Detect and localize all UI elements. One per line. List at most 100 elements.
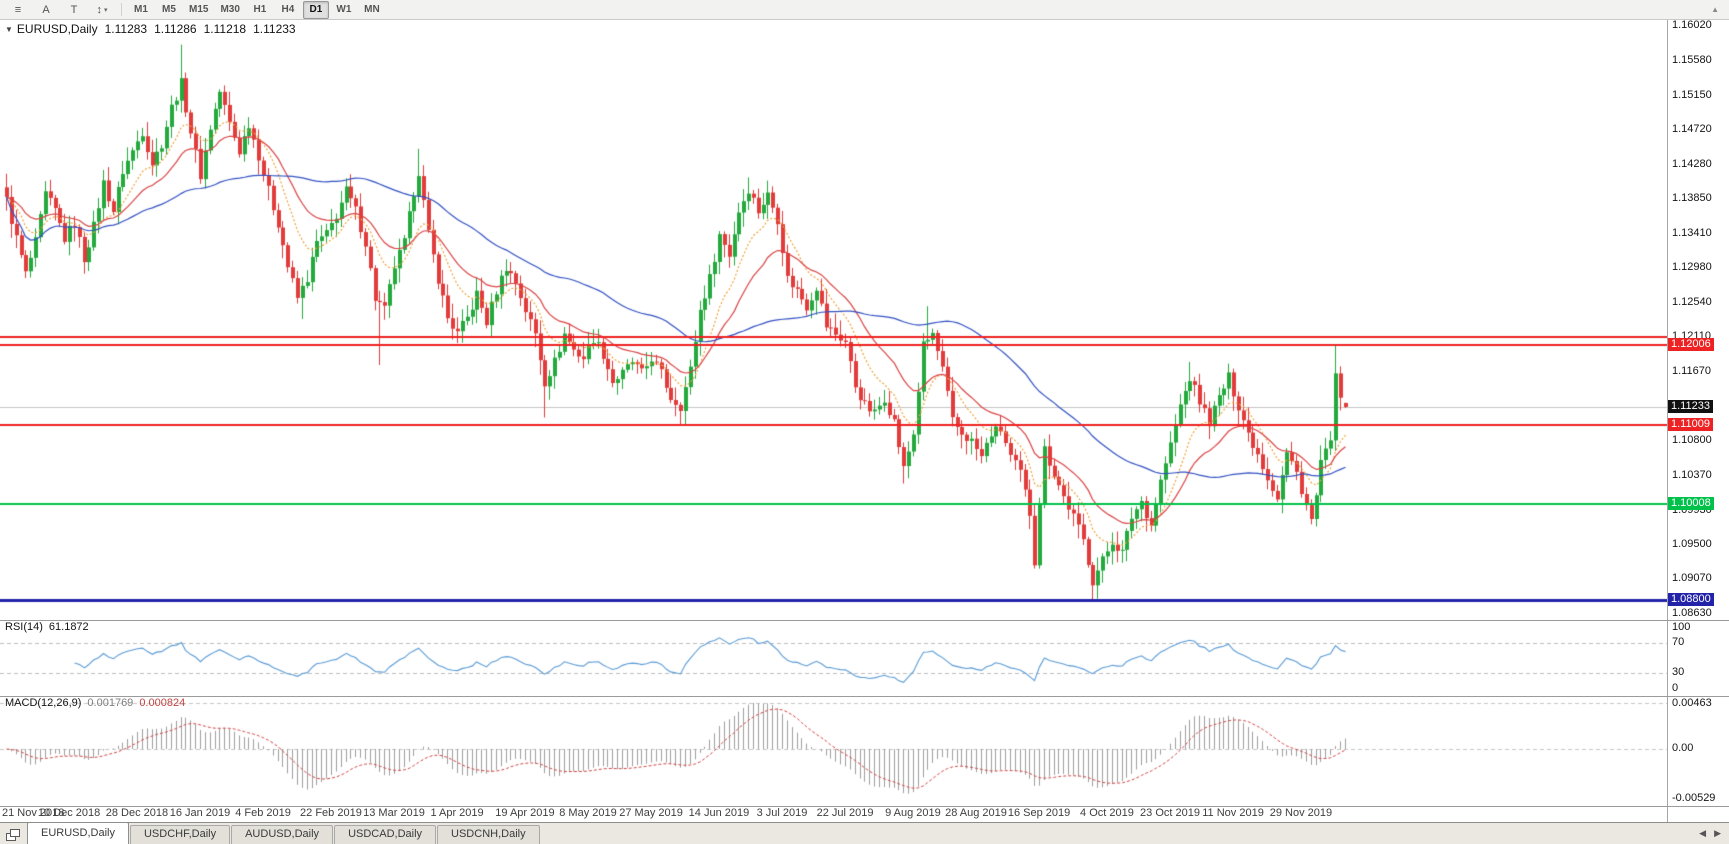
main-pane: ▼ EURUSD,Daily 1.11283 1.11286 1.11218 1.1123… xyxy=(0,20,1729,620)
level-price-label: 1.08800 xyxy=(1668,593,1714,606)
rsi-scale-label: 0 xyxy=(1672,682,1679,694)
tabs-scroll-right-icon[interactable]: ▶ xyxy=(1714,828,1721,838)
window-list-icon[interactable] xyxy=(6,829,22,841)
scroll-up-icon[interactable]: ▲ xyxy=(1711,5,1719,14)
date-label: 14 Jun 2019 xyxy=(688,807,750,819)
price-tick: 1.13850 xyxy=(1672,192,1712,204)
price-tick: 1.16020 xyxy=(1672,20,1712,31)
timeframe-d1-button[interactable]: D1 xyxy=(302,0,329,19)
macd-pane: MACD(12,26,9) 0.001769 0.000824 0.00463 0.0… xyxy=(0,696,1729,806)
rsi-canvas[interactable] xyxy=(0,620,1667,696)
macd-name: MACD(12,26,9) xyxy=(5,697,82,709)
rsi-value: 61.1872 xyxy=(48,621,89,633)
rsi-scale-label: 30 xyxy=(1672,666,1685,678)
timeframe-m30-button[interactable]: M30 xyxy=(220,4,240,15)
macd-value-main: 0.001769 xyxy=(87,697,134,709)
chart-tab-usdcnh[interactable]: USDCNH,Daily xyxy=(437,825,540,844)
timeframe-w1-button[interactable]: W1 xyxy=(336,4,352,15)
rsi-name: RSI(14) xyxy=(5,621,43,633)
date-label: 1 Apr 2019 xyxy=(430,807,484,819)
price-tick: 1.13410 xyxy=(1672,227,1712,239)
date-label: 11 Nov 2019 xyxy=(1202,807,1264,819)
macd-scale-label: -0.00529 xyxy=(1672,792,1716,804)
dropdown-arrow-icon: ▾ xyxy=(103,6,108,14)
ohlc-close: 1.11233 xyxy=(253,22,296,36)
pane-separator[interactable] xyxy=(0,696,1729,697)
chart-tab-usdcad[interactable]: USDCAD,Daily xyxy=(334,825,437,844)
price-tick: 1.15580 xyxy=(1672,54,1712,66)
chart-header: ▼ EURUSD,Daily 1.11283 1.11286 1.11218 1.1123… xyxy=(5,22,296,36)
text-tool-button[interactable]: T xyxy=(70,3,78,16)
timeframe-h4-button[interactable]: H4 xyxy=(281,4,295,15)
date-label: 22 Jul 2019 xyxy=(816,807,874,819)
rsi-scale-label: 70 xyxy=(1672,636,1685,648)
price-tick: 1.08630 xyxy=(1672,607,1712,619)
date-label: 21 Nov 2018 xyxy=(2,807,65,819)
date-label: 16 Jan 2019 xyxy=(169,807,231,819)
price-tick: 1.10370 xyxy=(1672,469,1712,481)
price-chart-canvas[interactable] xyxy=(0,20,1667,620)
date-label: 23 Oct 2019 xyxy=(1140,807,1200,819)
price-tick: 1.09070 xyxy=(1672,572,1712,584)
level-price-label: 1.11009 xyxy=(1668,418,1713,431)
macd-label: MACD(12,26,9) 0.001769 0.000824 xyxy=(5,697,185,709)
price-tick: 1.09500 xyxy=(1672,538,1712,550)
pane-separator xyxy=(0,806,1729,807)
price-tick: 1.15150 xyxy=(1672,89,1712,101)
date-label: 28 Dec 2018 xyxy=(105,807,169,819)
ohlc-low: 1.11218 xyxy=(203,22,247,36)
rsi-scale-label: 100 xyxy=(1672,621,1691,633)
price-tick: 1.11670 xyxy=(1672,365,1711,377)
chart-tab-audusd[interactable]: AUDUSD,Daily xyxy=(231,825,334,844)
toolbar: ≡ A T ↕ ▾ M1 M5 M15 M30 H1 H4 D1 W1 MN ▲ xyxy=(0,0,1729,20)
date-label: 27 May 2019 xyxy=(619,807,683,819)
menu-icon[interactable]: ≡ xyxy=(14,3,22,16)
price-tick: 1.14280 xyxy=(1672,158,1712,170)
timeframe-m5-button[interactable]: M5 xyxy=(162,4,176,15)
collapse-icon[interactable]: ▼ xyxy=(5,25,13,34)
pane-separator[interactable] xyxy=(0,620,1729,621)
level-price-label: 1.10008 xyxy=(1668,497,1714,510)
tabs-scroll-left-icon[interactable]: ◀ xyxy=(1699,828,1707,838)
timeframe-group: M1 M5 M15 M30 H1 H4 D1 W1 MN xyxy=(127,0,386,19)
date-label: 16 Sep 2019 xyxy=(1007,807,1071,819)
date-label: 3 Jul 2019 xyxy=(756,807,808,819)
ohlc-high: 1.11286 xyxy=(154,22,197,36)
macd-canvas[interactable] xyxy=(0,696,1667,806)
tabs-nav: ◀ ▶ xyxy=(1695,823,1729,844)
symbol-label: EURUSD,Daily xyxy=(16,22,98,36)
time-axis[interactable]: 21 Nov 2018 10 Dec 2018 28 Dec 2018 16 Jan … xyxy=(0,806,1667,822)
price-tick: 1.10800 xyxy=(1672,434,1712,446)
toolbar-separator xyxy=(121,3,122,16)
chart-tabs-bar: EURUSD,Daily USDCHF,Daily AUDUSD,Daily USDC… xyxy=(0,822,1729,844)
date-label: 19 Apr 2019 xyxy=(495,807,555,819)
scale-tool-button[interactable]: ↕ ▾ xyxy=(96,3,108,16)
date-label: 4 Feb 2019 xyxy=(235,807,291,819)
chart-tab-usdchf[interactable]: USDCHF,Daily xyxy=(129,825,231,844)
toolbar-tools: ≡ A T ↕ ▾ xyxy=(4,1,116,19)
cursor-tool-button[interactable]: A xyxy=(42,3,50,16)
ohlc-open: 1.11283 xyxy=(104,22,148,36)
date-label: 29 Nov 2019 xyxy=(1269,807,1333,819)
price-tick: 1.14720 xyxy=(1672,123,1712,135)
timeframe-m15-button[interactable]: M15 xyxy=(189,4,209,15)
date-label: 22 Feb 2019 xyxy=(300,807,362,819)
date-label: 10 Dec 2018 xyxy=(37,807,101,819)
date-label: 9 Aug 2019 xyxy=(885,807,941,819)
date-label: 8 May 2019 xyxy=(559,807,617,819)
level-price-label: 1.12006 xyxy=(1668,338,1714,351)
timeframe-mn-button[interactable]: MN xyxy=(364,4,380,15)
timeframe-m1-button[interactable]: M1 xyxy=(134,4,148,15)
chart-tabs: EURUSD,Daily USDCHF,Daily AUDUSD,Daily USDC… xyxy=(27,822,541,844)
chart-tab-eurusd[interactable]: EURUSD,Daily xyxy=(27,822,129,844)
date-label: 13 Mar 2019 xyxy=(363,807,425,819)
macd-value-signal: 0.000824 xyxy=(139,697,186,709)
rsi-pane: RSI(14) 61.1872 100 70 30 0 xyxy=(0,620,1729,696)
date-label: 28 Aug 2019 xyxy=(945,807,1007,819)
macd-scale-label: 0.00 xyxy=(1672,742,1694,754)
timeframe-h1-button[interactable]: H1 xyxy=(253,4,267,15)
price-tick: 1.12980 xyxy=(1672,261,1712,273)
macd-scale-label: 0.00463 xyxy=(1672,697,1712,709)
date-label: 4 Oct 2019 xyxy=(1080,807,1134,819)
price-tick: 1.12540 xyxy=(1672,296,1712,308)
